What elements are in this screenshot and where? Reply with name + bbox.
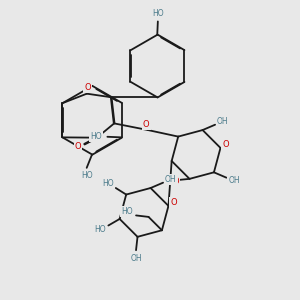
Text: O: O: [84, 83, 91, 92]
Text: HO: HO: [94, 225, 106, 234]
Text: O: O: [143, 120, 149, 129]
Text: O: O: [75, 142, 81, 151]
Text: OH: OH: [228, 176, 240, 185]
Text: HO: HO: [152, 9, 164, 18]
Text: HO: HO: [121, 207, 133, 216]
Text: O: O: [170, 198, 177, 207]
Text: OH: OH: [130, 254, 142, 263]
Text: OH: OH: [165, 175, 177, 184]
Text: HO: HO: [102, 179, 114, 188]
Text: O: O: [172, 178, 179, 187]
Text: HO: HO: [81, 171, 92, 180]
Text: O: O: [223, 140, 229, 149]
Text: HO: HO: [91, 132, 102, 141]
Text: OH: OH: [217, 117, 229, 126]
